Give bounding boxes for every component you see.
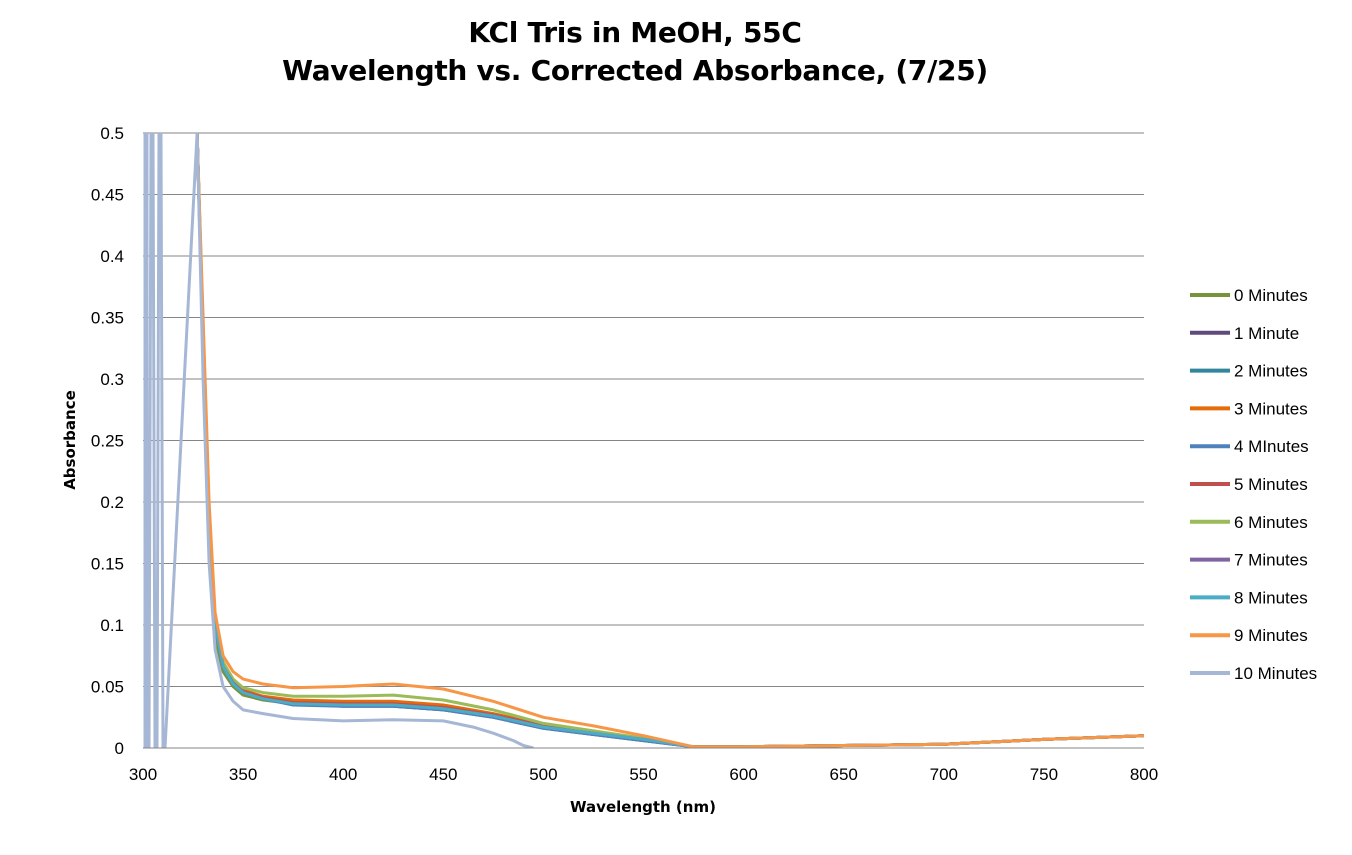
x-tick-label: 450 bbox=[429, 765, 457, 784]
series-line-8 bbox=[195, 133, 1144, 748]
axes: 0 0.05 0.1 0.15 0.2 0.25 0.3 0.35 0.4 0.45 0.5 300 3… bbox=[91, 124, 1158, 784]
series-line-4 bbox=[195, 133, 1144, 748]
series-line-9 bbox=[195, 133, 1144, 748]
legend-label: 5 Minutes bbox=[1234, 475, 1308, 494]
legend-label: 8 Minutes bbox=[1234, 588, 1308, 607]
y-tick-label: 0.4 bbox=[100, 247, 124, 266]
y-tick-label: 0.15 bbox=[91, 555, 124, 574]
chart-title-line-1: KCl Tris in MeOH, 55C bbox=[468, 16, 802, 49]
y-tick-label: 0.2 bbox=[100, 493, 124, 512]
y-tick-label: 0.5 bbox=[100, 124, 124, 143]
series-line-1 bbox=[195, 133, 1144, 748]
y-tick-label: 0.05 bbox=[91, 678, 124, 697]
y-tick-label: 0 bbox=[115, 739, 124, 758]
series-line-0 bbox=[195, 133, 1144, 748]
x-axis-title: Wavelength (nm) bbox=[570, 798, 716, 816]
y-axis-title: Absorbance bbox=[61, 390, 79, 490]
y-tick-label: 0.35 bbox=[91, 309, 124, 328]
y-tick-label: 0.25 bbox=[91, 432, 124, 451]
chart-title-line-2: Wavelength vs. Corrected Absorbance, (7/… bbox=[282, 54, 988, 87]
x-tick-label: 400 bbox=[329, 765, 357, 784]
x-tick-label: 300 bbox=[129, 765, 157, 784]
gridlines bbox=[143, 132, 1144, 687]
legend-label: 3 Minutes bbox=[1234, 399, 1308, 418]
series-line-2 bbox=[195, 133, 1144, 748]
x-tick-label: 800 bbox=[1130, 765, 1158, 784]
legend-label: 10 Minutes bbox=[1234, 664, 1317, 683]
chart-title: KCl Tris in MeOH, 55C Wavelength vs. Cor… bbox=[0, 14, 1270, 90]
y-tick-label: 0.1 bbox=[100, 616, 124, 635]
legend-label: 7 Minutes bbox=[1234, 551, 1308, 570]
legend-label: 4 MInutes bbox=[1234, 437, 1309, 456]
series-lines bbox=[143, 133, 1144, 748]
legend-label: 6 Minutes bbox=[1234, 513, 1308, 532]
x-tick-label: 750 bbox=[1030, 765, 1058, 784]
legend: 0 Minutes 1 Minute 2 Minutes 3 Minutes 4 MIn… bbox=[1190, 286, 1317, 683]
series-line-3 bbox=[195, 133, 1144, 748]
legend-label: 0 Minutes bbox=[1234, 286, 1308, 305]
y-tick-label: 0.3 bbox=[100, 370, 124, 389]
legend-label: 9 Minutes bbox=[1234, 626, 1308, 645]
x-tick-label: 600 bbox=[729, 765, 757, 784]
x-tick-label: 700 bbox=[930, 765, 958, 784]
x-tick-label: 650 bbox=[830, 765, 858, 784]
series-line-5 bbox=[195, 133, 1144, 748]
x-tick-label: 500 bbox=[529, 765, 557, 784]
series-line-6 bbox=[195, 133, 1144, 748]
series-line-7 bbox=[195, 133, 1144, 748]
y-tick-label: 0.45 bbox=[91, 186, 124, 205]
x-tick-label: 550 bbox=[629, 765, 657, 784]
x-tick-label: 350 bbox=[229, 765, 257, 784]
series-line-10 bbox=[143, 133, 534, 748]
legend-label: 1 Minute bbox=[1234, 324, 1299, 343]
legend-label: 2 Minutes bbox=[1234, 362, 1308, 381]
